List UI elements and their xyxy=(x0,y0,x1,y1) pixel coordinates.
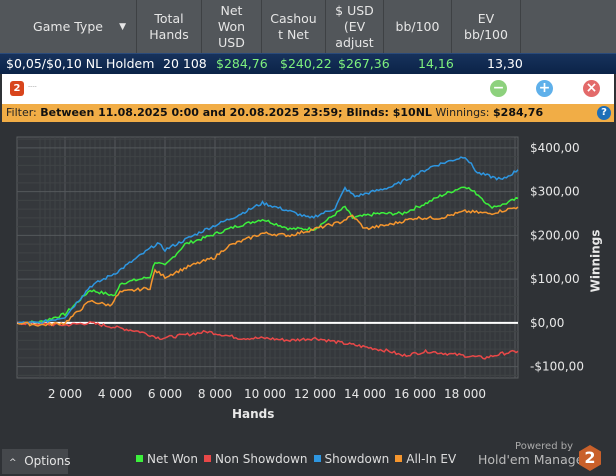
column-net-won[interactable]: Net Won USD xyxy=(202,0,262,53)
plot-area xyxy=(16,136,519,379)
filter-value: Between 11.08.2025 0:00 and 20.08.2025 2… xyxy=(40,106,432,119)
y-tick-label: $0,00 xyxy=(530,316,564,330)
column-bb100[interactable]: bb/100 xyxy=(384,0,452,53)
column-total-hands[interactable]: Total Hands xyxy=(137,0,202,53)
x-tick-label: 10 000 xyxy=(244,387,286,401)
x-tick-label: 2 000 xyxy=(48,387,82,401)
series-line-non-showdown xyxy=(17,320,519,360)
x-tick-label: 4 000 xyxy=(98,387,132,401)
chevron-up-icon: ^ xyxy=(9,458,17,468)
series-line-showdown xyxy=(17,156,519,325)
column-ev-bb100[interactable]: EV bb/100 xyxy=(452,0,521,53)
table-header: Game Type ▼ Total Hands Net Won USD Casho… xyxy=(0,0,616,53)
cell-net-won: $284,76 xyxy=(216,56,268,71)
y-tick-label: $400,00 xyxy=(530,141,580,155)
column-cashout-net[interactable]: Cashou t Net xyxy=(262,0,326,53)
cell-game: $0,05/$0,10 NL Holdem xyxy=(6,56,155,71)
minus-icon[interactable]: − xyxy=(490,80,507,97)
options-button[interactable]: ^ Options xyxy=(2,449,71,474)
graph-toolbar: 2 ---- − + × xyxy=(2,74,614,104)
x-tick-label: 16 000 xyxy=(394,387,436,401)
x-tick-label: 12 000 xyxy=(294,387,336,401)
cell-ev-bb100: 13,30 xyxy=(487,56,523,71)
brand-logo-icon: 2 xyxy=(579,445,601,471)
table-row[interactable]: $0,05/$0,10 NL Holdem 20 108 $284,76 $24… xyxy=(0,53,616,74)
legend-item-non-showdown[interactable]: Non Showdown xyxy=(204,452,308,466)
hm2-logo-icon: 2 xyxy=(10,81,24,96)
sort-dropdown-icon[interactable]: ▼ xyxy=(119,21,126,32)
y-tick-label: $100,00 xyxy=(530,272,580,286)
series-line-all-in-ev xyxy=(17,206,519,327)
cell-hands: 20 108 xyxy=(163,56,207,71)
graph-title: ---- xyxy=(28,83,37,90)
x-tick-label: 14 000 xyxy=(344,387,386,401)
y-tick-label: $200,00 xyxy=(530,228,580,242)
column-ev-adjusted[interactable]: $ USD (EV adjust xyxy=(326,0,384,53)
x-tick-label: 8 000 xyxy=(198,387,232,401)
plus-icon[interactable]: + xyxy=(536,80,553,97)
y-tick-label: -$100,00 xyxy=(530,360,584,374)
winnings-value: $284,76 xyxy=(493,106,544,119)
winnings-chart: 2 000 4 000 6 000 8 000 10 000 12 000 14 000 16… xyxy=(16,136,584,401)
filter-bar: Filter: Between 11.08.2025 0:00 and 20.0… xyxy=(2,104,614,122)
cell-bb100: 14,16 xyxy=(418,56,454,71)
chart-legend: Net Won Non Showdown Showdown All-In EV xyxy=(136,452,456,466)
close-icon[interactable]: × xyxy=(583,80,600,97)
series-line-net-won xyxy=(17,186,519,325)
x-axis-title: Hands xyxy=(232,407,275,421)
cell-ev-adjusted: $267,36 xyxy=(338,56,390,71)
cell-cashout-net: $240,22 xyxy=(280,56,332,71)
help-icon[interactable]: ? xyxy=(597,106,611,120)
legend-item-showdown[interactable]: Showdown xyxy=(313,452,389,466)
y-axis-title: Winnings xyxy=(588,229,603,293)
y-tick-label: $300,00 xyxy=(530,185,580,199)
legend-item-net-won[interactable]: Net Won xyxy=(136,452,198,466)
legend-item-all-in-ev[interactable]: All-In EV xyxy=(395,452,456,466)
x-tick-label: 6 000 xyxy=(148,387,182,401)
brand-name: Hold'em Manager xyxy=(478,452,589,467)
powered-by: Powered by xyxy=(515,441,573,452)
x-tick-label: 18 000 xyxy=(444,387,486,401)
column-game-type[interactable]: Game Type ▼ xyxy=(0,0,137,53)
